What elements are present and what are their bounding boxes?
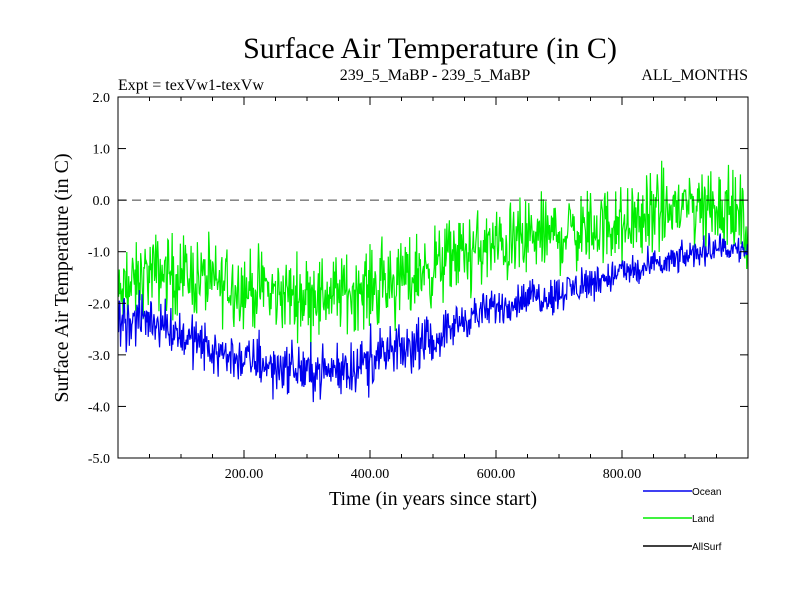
subtitle-right: ALL_MONTHS: [641, 67, 748, 84]
y-tick-label: -5.0: [88, 452, 110, 467]
series-land-line: [118, 160, 748, 371]
x-axis-label: Time (in years since start): [329, 488, 537, 510]
x-tick-label: 400.00: [351, 467, 390, 482]
y-axis-label: Surface Air Temperature (in C): [51, 153, 73, 402]
ticks-layer: 2.0 1.0 0.0 -1.0 -2.0 -3.0 -4.0 -5.0 200.00 400.0…: [88, 91, 748, 482]
legend: Ocean Land AllSurf: [643, 487, 722, 553]
y-tick-label: -3.0: [88, 349, 110, 364]
chart-title: Surface Air Temperature (in C): [243, 32, 617, 65]
y-tick-label: 2.0: [93, 91, 111, 106]
subtitle-center: 239_5_MaBP - 239_5_MaBP: [340, 67, 531, 84]
y-tick-label: 0.0: [93, 194, 111, 209]
series-layer: [118, 160, 748, 403]
legend-label-land: Land: [692, 514, 714, 525]
subtitle-left: Expt = texVw1-texVw: [118, 77, 264, 94]
series-ocean-line: [118, 232, 748, 403]
y-tick-label: -2.0: [88, 297, 110, 312]
legend-label-allsurf: AllSurf: [692, 542, 722, 553]
legend-label-ocean: Ocean: [692, 487, 721, 498]
y-tick-label: 1.0: [93, 143, 111, 158]
x-tick-label: 800.00: [603, 467, 642, 482]
x-tick-label: 200.00: [225, 467, 264, 482]
plot-area: 2.0 1.0 0.0 -1.0 -2.0 -3.0 -4.0 -5.0 200.00 400.0…: [88, 91, 749, 482]
x-tick-label: 600.00: [477, 467, 516, 482]
y-tick-label: -1.0: [88, 246, 110, 261]
y-tick-label: -4.0: [88, 400, 110, 415]
